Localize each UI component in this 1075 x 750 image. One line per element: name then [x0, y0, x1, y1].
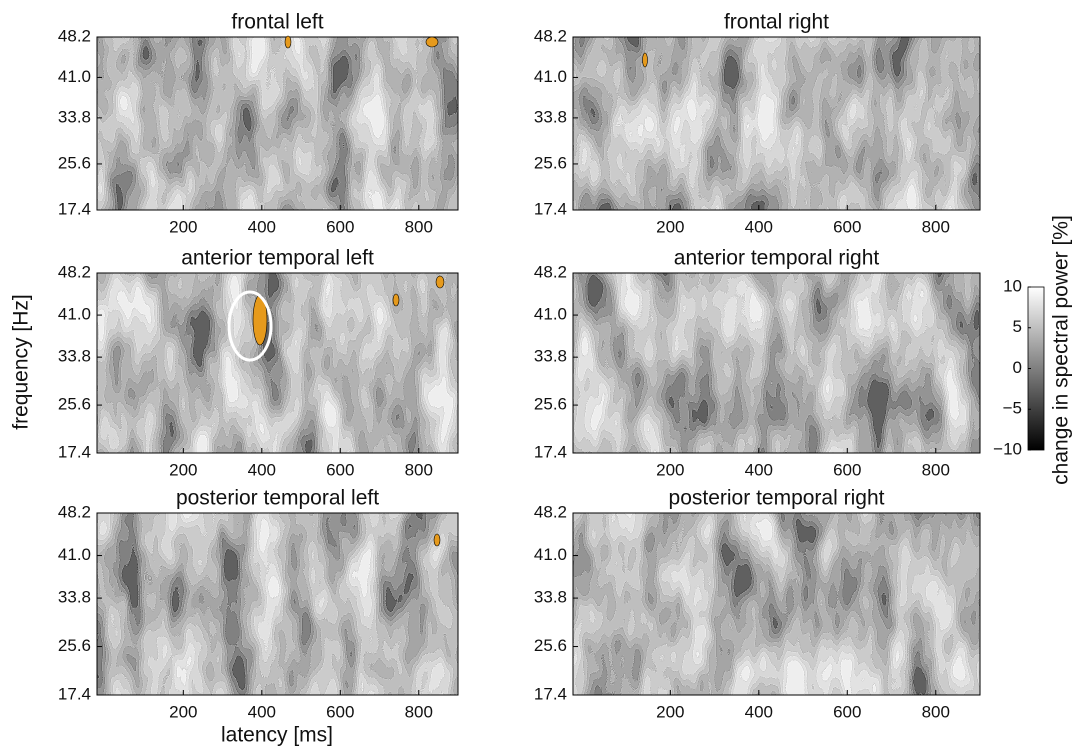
- panel: anterior temporal left 17.4 25.6 33.8 41.0 48…: [58, 247, 459, 479]
- y-tick-label: 17.4: [58, 442, 91, 461]
- significance-patch: [425, 36, 439, 48]
- x-axis-title: latency [ms]: [221, 724, 333, 747]
- colorbar-tick-label: −5: [1003, 399, 1022, 418]
- y-tick-label: 33.8: [534, 588, 567, 607]
- x-tick-label: 400: [745, 460, 773, 479]
- plot-frame: [96, 272, 459, 454]
- y-tick-label: 48.2: [534, 26, 567, 45]
- x-tick-label: 800: [922, 460, 950, 479]
- panel-title: posterior temporal left: [176, 487, 379, 510]
- x-tick-label: 400: [248, 702, 276, 721]
- x-tick-label: 800: [405, 217, 433, 236]
- panel-title: anterior temporal left: [181, 247, 374, 270]
- colorbar-title: change in spectral power [%]: [1050, 215, 1073, 485]
- y-tick-label: 33.8: [58, 588, 91, 607]
- panel-title: anterior temporal right: [674, 247, 880, 270]
- plot-frame: [96, 512, 459, 696]
- x-tick-label: 600: [833, 217, 861, 236]
- y-tick-label: 48.2: [58, 262, 91, 281]
- x-tick-label: 600: [326, 702, 354, 721]
- x-tick-label: 200: [656, 702, 684, 721]
- y-tick-label: 17.4: [58, 684, 91, 703]
- x-tick-label: 200: [656, 217, 684, 236]
- contour-field: [97, 37, 458, 210]
- plot-frame: [572, 272, 981, 454]
- y-tick-label: 17.4: [58, 199, 91, 218]
- y-tick-label: 41.0: [534, 545, 567, 564]
- panel: anterior temporal right 17.4 25.6 33.8 41.0 4…: [534, 247, 981, 479]
- x-tick-label: 400: [745, 702, 773, 721]
- panel-title: frontal left: [231, 11, 323, 34]
- y-tick-label: 25.6: [58, 153, 91, 172]
- contour-field: [573, 37, 980, 210]
- y-tick-label: 17.4: [534, 199, 567, 218]
- y-tick-label: 48.2: [58, 502, 91, 521]
- plot-frame: [572, 36, 981, 211]
- x-tick-label: 600: [833, 702, 861, 721]
- annotation-circle: [227, 290, 273, 362]
- x-tick-label: 800: [922, 702, 950, 721]
- contour-field: [573, 513, 980, 695]
- significance-patch: [392, 293, 400, 307]
- x-tick-label: 800: [405, 702, 433, 721]
- y-tick-label: 25.6: [58, 636, 91, 655]
- x-tick-label: 200: [169, 702, 197, 721]
- y-tick-label: 17.4: [534, 684, 567, 703]
- y-tick-label: 33.8: [534, 107, 567, 126]
- x-tick-label: 200: [169, 460, 197, 479]
- y-tick-label: 48.2: [58, 26, 91, 45]
- significance-patch: [433, 533, 441, 547]
- y-tick-label: 41.0: [534, 67, 567, 86]
- x-tick-label: 200: [656, 460, 684, 479]
- x-tick-label: 400: [745, 217, 773, 236]
- x-tick-label: 600: [326, 217, 354, 236]
- panel: posterior temporal right 17.4 25.6 33.8 41.0…: [534, 487, 981, 721]
- y-tick-label: 48.2: [534, 262, 567, 281]
- y-tick-label: 41.0: [58, 67, 91, 86]
- y-tick-label: 17.4: [534, 442, 567, 461]
- y-tick-label: 25.6: [534, 395, 567, 414]
- x-tick-label: 400: [248, 217, 276, 236]
- colorbar-tick-label: 5: [1013, 317, 1022, 336]
- panel: posterior temporal left 17.4 25.6 33.8 41.0 4…: [58, 487, 459, 721]
- x-tick-label: 400: [248, 460, 276, 479]
- significance-patch: [435, 275, 445, 289]
- contour-field: [97, 273, 458, 453]
- x-tick-label: 600: [326, 460, 354, 479]
- panel-title: posterior temporal right: [669, 487, 885, 510]
- x-tick-label: 200: [169, 217, 197, 236]
- plot-frame: [572, 512, 981, 696]
- y-tick-label: 25.6: [534, 636, 567, 655]
- x-tick-label: 800: [405, 460, 433, 479]
- colorbar-tick-label: 0: [1013, 358, 1022, 377]
- y-tick-label: 25.6: [534, 153, 567, 172]
- plot-frame: [96, 36, 459, 211]
- y-tick-label: 33.8: [58, 107, 91, 126]
- contour-field: [97, 513, 458, 695]
- y-tick-label: 33.8: [534, 347, 567, 366]
- contour-field: [573, 273, 980, 453]
- panel: frontal left 17.4 25.6 33.8 41.0 48.2 200 400 60…: [58, 11, 459, 236]
- significance-patch: [642, 52, 648, 68]
- x-tick-label: 800: [922, 217, 950, 236]
- colorbar-tick-label: −10: [993, 439, 1022, 458]
- y-axis-title: frequency [Hz]: [10, 294, 33, 429]
- y-tick-label: 41.0: [58, 545, 91, 564]
- y-tick-label: 41.0: [58, 305, 91, 324]
- x-tick-label: 600: [833, 460, 861, 479]
- y-tick-label: 48.2: [534, 502, 567, 521]
- y-tick-label: 33.8: [58, 347, 91, 366]
- panel-title: frontal right: [724, 11, 829, 34]
- panel: frontal right 17.4 25.6 33.8 41.0 48.2 200 400 6…: [534, 11, 981, 236]
- colorbar-tick-label: 10: [1003, 276, 1022, 295]
- significance-patch: [284, 35, 292, 49]
- y-tick-label: 41.0: [534, 305, 567, 324]
- y-tick-label: 25.6: [58, 395, 91, 414]
